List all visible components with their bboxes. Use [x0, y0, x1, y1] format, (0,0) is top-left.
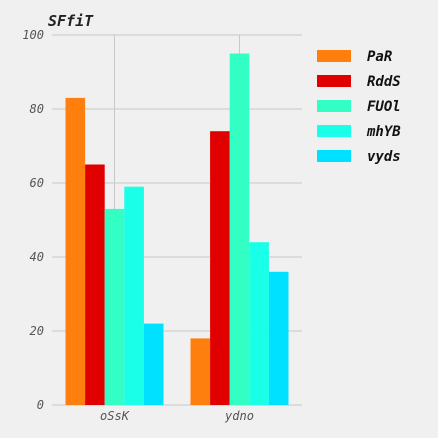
legend-label-RddS: RddS [367, 74, 401, 90]
y-tick-label: 40 [30, 250, 44, 264]
bar-mhYB-ydno [249, 242, 269, 405]
legend-label-mhYB: mhYB [366, 124, 401, 140]
legend-label-PaR: PaR [367, 49, 392, 65]
x-tick-labels: oSsK ydno [100, 409, 254, 423]
bar-PaR-oSsK [65, 97, 86, 406]
legend: PaR RddS FUOl mhYB vyds [317, 49, 401, 165]
bar-FUOl-ydno [229, 53, 250, 405]
bar-RddS-ydno [210, 131, 230, 405]
x-tick-label: oSsK [100, 409, 130, 423]
bars [65, 53, 289, 406]
bar-PaR-ydno [190, 338, 211, 405]
legend-swatch-RddS [317, 75, 351, 87]
bar-FUOl-oSsK [104, 208, 125, 405]
bar-vyds-ydno [268, 271, 289, 405]
chart-title: SFfiT [48, 12, 94, 30]
y-tick-label: 100 [22, 28, 44, 42]
legend-label-vyds: vyds [367, 149, 401, 165]
y-tick-label: 80 [30, 102, 44, 116]
legend-swatch-vyds [317, 150, 351, 162]
bar-mhYB-oSsK [124, 186, 144, 405]
bar-vyds-oSsK [143, 323, 164, 405]
bar-RddS-oSsK [85, 164, 105, 405]
y-tick-label: 20 [30, 324, 44, 338]
y-tick-label: 60 [30, 176, 44, 190]
legend-swatch-FUOl [317, 100, 351, 112]
y-tick-labels: 0 20 40 60 80 100 [22, 28, 44, 412]
legend-swatch-mhYB [317, 125, 351, 137]
y-tick-label: 0 [37, 398, 44, 412]
x-tick-label: ydno [224, 409, 254, 423]
legend-label-FUOl: FUOl [367, 99, 401, 115]
legend-swatch-PaR [317, 50, 351, 62]
